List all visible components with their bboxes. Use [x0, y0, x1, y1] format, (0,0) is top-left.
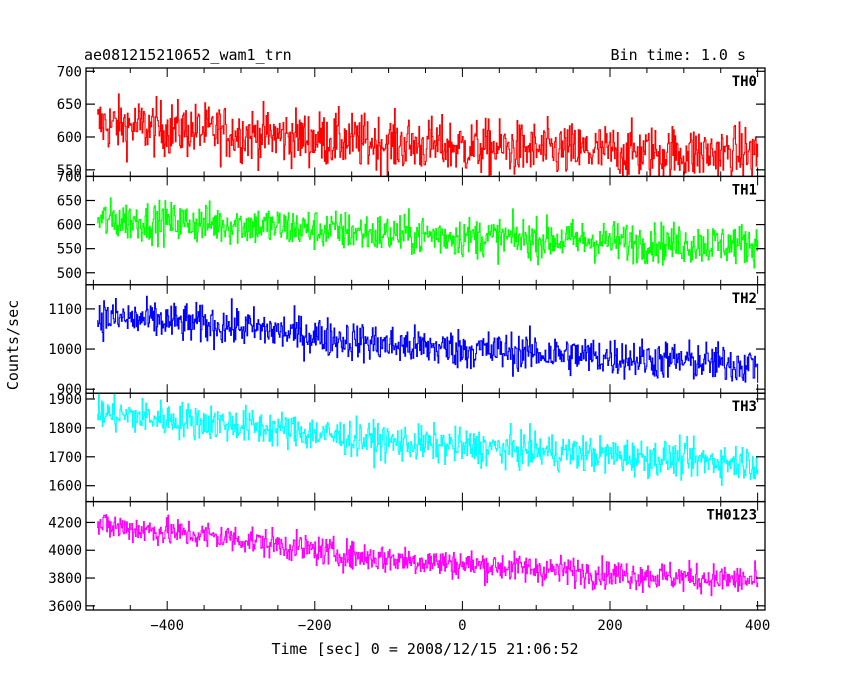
y-tick-label: 1900	[48, 392, 82, 408]
panel-label-th3: TH3	[732, 399, 757, 415]
series-line-th1	[97, 197, 759, 269]
y-tick-label: 700	[57, 169, 82, 185]
panel-th1: 500 550 600 650 700 TH1	[57, 169, 766, 286]
x-tick-label: −200	[298, 618, 332, 634]
series-line-th3	[97, 393, 759, 486]
x-tick-label: 200	[597, 618, 622, 634]
y-tick-label: 1800	[48, 421, 82, 437]
x-tick-label: −400	[150, 618, 184, 634]
y-tick-label: 4200	[48, 515, 82, 531]
y-tick-label: 3600	[48, 599, 82, 615]
y-tick-label: 3800	[48, 571, 82, 587]
x-tick-label: 400	[745, 618, 770, 634]
x-axis-title: Time [sec] 0 = 2008/12/15 21:06:52	[271, 640, 578, 658]
panels: 550 600 650 700 TH0 500 550 600 650 700 TH1 900 1000…	[48, 64, 766, 615]
panel-label-th1: TH1	[732, 182, 757, 198]
y-tick-label: 1000	[48, 342, 82, 358]
panel-frame	[85, 500, 766, 611]
panel-th3: 1600 1700 1800 1900 TH3	[48, 392, 766, 503]
panel-label-th0: TH0	[732, 74, 757, 90]
y-tick-label: 650	[57, 193, 82, 209]
x-axis: −400 −200 0 200 400	[150, 618, 770, 634]
y-tick-label: 550	[57, 163, 82, 179]
panel-th0123: 3600 3800 4000 4200 TH0123	[48, 500, 766, 615]
y-tick-label: 550	[57, 242, 82, 258]
y-tick-label: 650	[57, 97, 82, 113]
series-line-th0	[97, 93, 759, 177]
x-tick-label: 0	[458, 618, 466, 634]
series-line-th2	[97, 295, 759, 383]
y-tick-label: 1700	[48, 450, 82, 466]
y-tick-label: 600	[57, 218, 82, 234]
y-tick-label: 500	[57, 266, 82, 282]
panel-th2: 900 1000 1100 TH2	[48, 284, 766, 398]
chart-title: ae081215210652_wam1_trn	[84, 46, 292, 64]
y-tick-label: 1600	[48, 479, 82, 495]
panel-label-th0123: TH0123	[706, 508, 757, 524]
y-axis-title: Counts/sec	[4, 300, 22, 390]
y-tick-label: 4000	[48, 543, 82, 559]
y-tick-label: 700	[57, 64, 82, 80]
series-line-th0123	[97, 514, 759, 597]
panel-label-th2: TH2	[732, 291, 757, 307]
y-tick-label: 600	[57, 130, 82, 146]
bin-time-label: Bin time: 1.0 s	[611, 46, 746, 64]
panel-th0: 550 600 650 700 TH0	[57, 64, 766, 179]
y-tick-label: 900	[57, 382, 82, 398]
y-tick-label: 1100	[48, 302, 82, 318]
